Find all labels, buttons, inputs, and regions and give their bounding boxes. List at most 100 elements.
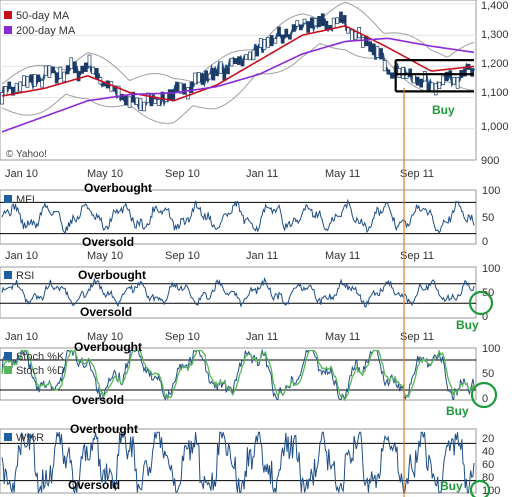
price-candle bbox=[83, 62, 88, 72]
price-candle bbox=[342, 15, 347, 24]
price-xtick-3: Jan 11 bbox=[246, 168, 278, 180]
williams-ytick-3: 80 bbox=[482, 472, 494, 484]
price-candle bbox=[240, 61, 245, 67]
rsi-panel-frame bbox=[0, 266, 477, 319]
price-candle bbox=[441, 75, 445, 85]
price-candle bbox=[18, 81, 23, 92]
price-candle bbox=[226, 67, 230, 75]
price-candle bbox=[280, 34, 285, 44]
price-candle bbox=[29, 74, 34, 83]
price-candle bbox=[277, 26, 281, 37]
price-candle bbox=[65, 65, 70, 75]
price-candle bbox=[3, 86, 8, 97]
price-candle bbox=[171, 89, 176, 102]
price-candle bbox=[87, 54, 92, 67]
stoch-xtick-3: Jan 11 bbox=[246, 331, 278, 343]
rsi-overbought-label: Overbought bbox=[78, 268, 146, 282]
price-candle bbox=[309, 17, 314, 29]
price-candle bbox=[182, 83, 187, 95]
rsi-xtick-4: May 11 bbox=[325, 250, 360, 262]
price-candle bbox=[426, 83, 431, 91]
stoch-panel: Stoch %K Stoch %D Overbought Oversold Bu… bbox=[0, 331, 500, 418]
price-candle bbox=[266, 37, 270, 48]
price-candle bbox=[43, 65, 48, 76]
legend-swatch-50ma bbox=[4, 11, 12, 19]
mfi-series-group bbox=[0, 198, 476, 235]
mfi-ytick-2: 0 bbox=[482, 236, 488, 248]
price-candle bbox=[189, 81, 194, 93]
price-xtick-5: Sep 11 bbox=[400, 168, 434, 180]
price-candle bbox=[291, 24, 296, 32]
williams-line bbox=[1, 431, 475, 495]
rsi-oversold-label: Oversold bbox=[80, 305, 132, 319]
price-candle bbox=[229, 57, 234, 67]
price-candle bbox=[127, 96, 132, 108]
price-xtick-1: May 10 bbox=[87, 168, 123, 180]
williams-ytick-2: 60 bbox=[482, 459, 494, 471]
price-candle bbox=[124, 95, 128, 106]
rsi-xtick-2: Sep 10 bbox=[165, 250, 200, 262]
stoch-d-legend-swatch bbox=[4, 366, 12, 374]
stoch-oversold-label: Oversold bbox=[72, 393, 124, 407]
price-candle bbox=[331, 17, 336, 29]
price-candle bbox=[401, 67, 405, 79]
price-candle bbox=[284, 28, 289, 38]
price-candle bbox=[207, 73, 212, 80]
rsi-buy-circle bbox=[468, 290, 494, 316]
price-candle bbox=[382, 60, 387, 72]
ma200-line bbox=[1, 37, 475, 133]
rsi-buy-annotation: Buy bbox=[456, 318, 479, 332]
price-candle bbox=[40, 80, 44, 88]
price-candle bbox=[306, 21, 311, 33]
stoch-series-group bbox=[0, 348, 476, 402]
price-candle bbox=[178, 82, 183, 94]
price-candle bbox=[368, 41, 372, 52]
price-candle bbox=[196, 72, 201, 83]
williams-overbought-label: Overbought bbox=[70, 422, 138, 436]
williams-ytick-4: 100 bbox=[482, 485, 500, 497]
price-panel: 50-day MA 200-day MA © Yahoo! Buy 1,400 … bbox=[0, 0, 509, 180]
rsi-xtick-5: Sep 11 bbox=[400, 250, 434, 262]
price-candle bbox=[320, 13, 325, 27]
price-candle bbox=[404, 72, 409, 80]
stoch-k-legend-label: Stoch %K bbox=[16, 351, 65, 363]
price-candle bbox=[131, 91, 136, 103]
price-candle bbox=[317, 16, 321, 28]
price-candle bbox=[47, 65, 52, 78]
stoch-xtick-5: Sep 11 bbox=[400, 331, 434, 343]
rsi-ytick-2: 0 bbox=[482, 311, 488, 323]
price-candle bbox=[120, 93, 125, 100]
price-candle bbox=[444, 71, 449, 82]
stoch-ytick-1: 50 bbox=[482, 368, 494, 380]
price-candle bbox=[36, 74, 41, 83]
legend-label-50ma: 50-day MA bbox=[16, 10, 70, 22]
price-candle bbox=[153, 98, 157, 104]
williams-ytick-1: 40 bbox=[482, 446, 494, 458]
price-candle bbox=[14, 83, 19, 93]
price-candle bbox=[433, 83, 438, 96]
ma50-line bbox=[1, 25, 475, 102]
price-candle bbox=[94, 67, 99, 80]
price-candle bbox=[408, 68, 413, 77]
stoch-buy-circle bbox=[470, 381, 498, 409]
price-candle bbox=[371, 43, 376, 56]
price-candle bbox=[412, 74, 416, 84]
price-candle bbox=[360, 36, 365, 48]
price-candle bbox=[200, 73, 205, 85]
stoch-xtick-0: Jan 10 bbox=[5, 331, 38, 343]
stoch-d-legend-label: Stoch %D bbox=[16, 365, 65, 377]
williams-ytick-0: 20 bbox=[482, 433, 494, 445]
price-candle bbox=[145, 92, 150, 104]
price-candle bbox=[186, 87, 190, 100]
price-candle bbox=[244, 54, 249, 60]
price-candle bbox=[138, 98, 143, 111]
price-candle bbox=[273, 38, 278, 44]
price-candle bbox=[386, 69, 391, 75]
price-candle bbox=[390, 72, 394, 79]
price-candle bbox=[452, 77, 456, 85]
rsi-ytick-0: 100 bbox=[482, 263, 500, 275]
stoch-k-legend-swatch bbox=[4, 352, 12, 360]
mfi-line bbox=[1, 198, 475, 235]
price-candle bbox=[397, 68, 402, 78]
price-candle bbox=[116, 85, 121, 99]
